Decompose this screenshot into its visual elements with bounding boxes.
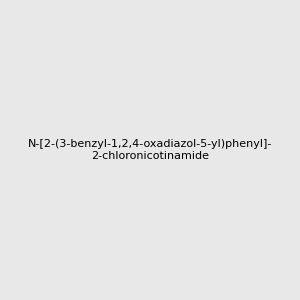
Text: N-[2-(3-benzyl-1,2,4-oxadiazol-5-yl)phenyl]-
2-chloronicotinamide: N-[2-(3-benzyl-1,2,4-oxadiazol-5-yl)phen… — [28, 139, 272, 161]
